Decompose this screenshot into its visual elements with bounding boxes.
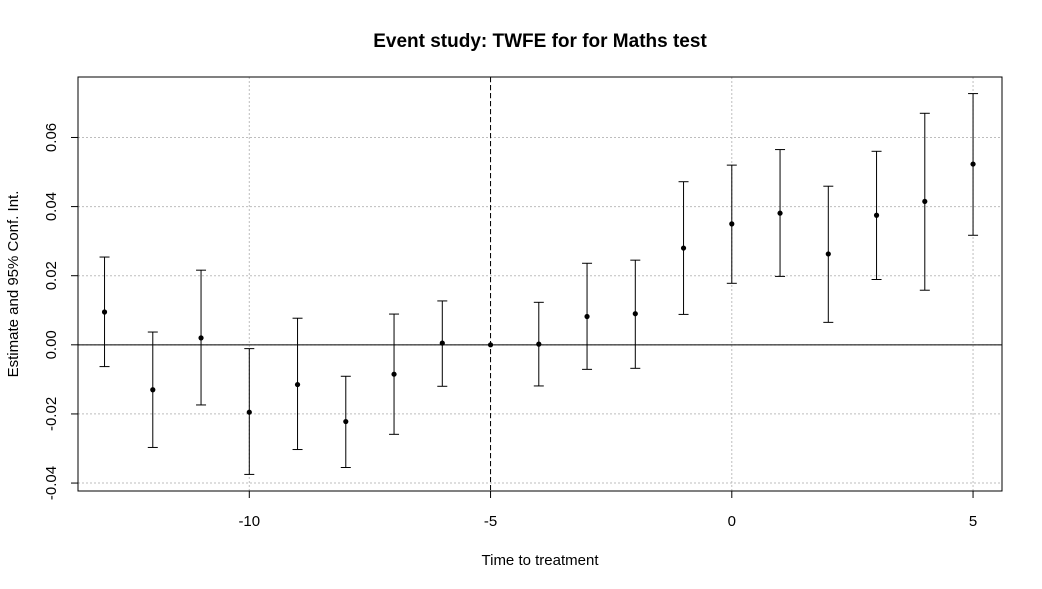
data-point [729,221,735,227]
x-tick-label: 5 [969,513,977,530]
data-point [198,335,204,341]
data-point [391,371,397,377]
chart-title: Event study: TWFE for for Maths test [373,31,707,52]
error-bars [99,93,979,475]
data-point [487,342,494,348]
data-point [536,341,542,347]
y-tick-label: -0.02 [43,397,60,431]
data-point [922,198,928,205]
data-point [584,313,590,320]
y-tick-label: 0.04 [43,192,60,221]
data-point [439,340,445,346]
y-tick-label: -0.04 [43,466,60,500]
data-point [150,387,156,393]
x-axis: -10 -5 0 5 [238,490,977,530]
y-axis-label: Estimate and 95% Conf. Int. [5,191,22,378]
data-point [101,309,108,315]
points [101,161,976,425]
x-tick-label: -5 [484,513,497,530]
x-axis-label: Time to treatment [482,552,600,569]
x-tick-label: -10 [238,513,260,530]
data-point [632,311,638,317]
plot-frame [77,76,1003,492]
data-point [825,251,831,257]
reference-lines [78,77,1002,491]
data-point [680,245,687,251]
y-tick-label: 0.00 [43,330,60,359]
data-point [970,161,976,167]
data-point [343,418,349,425]
y-tick-label: 0.02 [43,261,60,290]
grid-lines [78,77,1002,491]
data-point [294,381,301,388]
y-tick-label: 0.06 [43,123,60,152]
x-tick-label: 0 [728,513,736,530]
data-point [873,212,880,218]
y-axis: -0.04 -0.02 0.00 0.02 0.04 0.06 [43,123,79,500]
data-point [246,409,252,415]
data-point [777,210,783,216]
